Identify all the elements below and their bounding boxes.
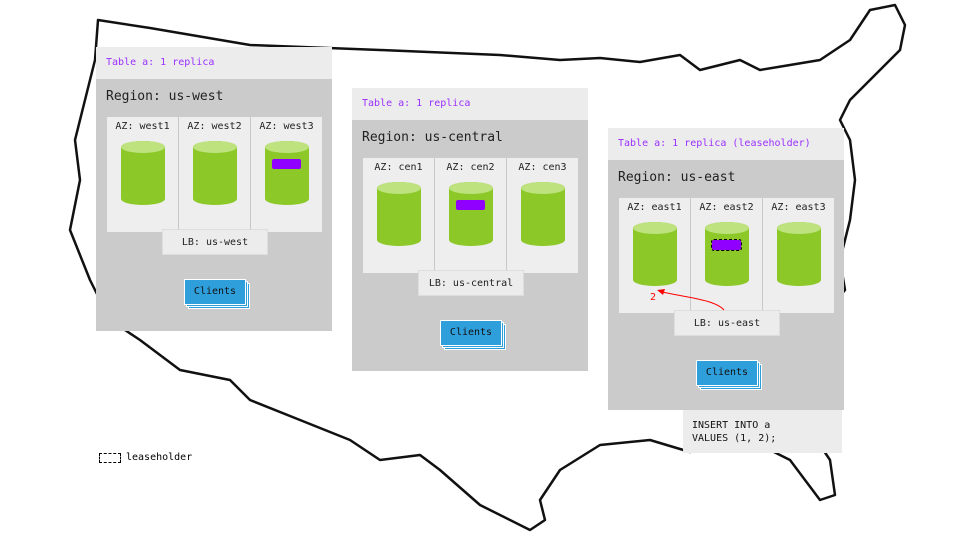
database-node-icon [705,222,749,286]
load-balancer: LB: us-east [674,310,780,336]
clients-stack: Clients [440,320,506,350]
clients-stack: Clients [696,360,762,390]
region-panel-us-west: Table a: 1 replica Region: us-west AZ: w… [96,47,332,331]
arrow-label: 2 [650,292,656,303]
availability-zone: AZ: east3 [763,198,834,313]
database-node-icon [121,141,165,205]
load-balancer: LB: us-west [162,229,268,255]
az-container: AZ: cen1 AZ: cen2 AZ: cen3 [363,158,578,273]
region-body: Region: us-west AZ: west1 AZ: west2 AZ: we… [96,79,332,331]
availability-zone: AZ: west3 [251,117,322,232]
database-node-icon [265,141,309,205]
leaseholder-replica [711,239,742,251]
clients-label: Clients [184,279,246,305]
leaseholder-legend-icon [99,452,121,463]
sql-statement: INSERT INTO a VALUES (1, 2); [683,410,842,453]
az-label: AZ: cen1 [374,162,423,173]
az-label: AZ: east3 [771,202,826,213]
load-balancer: LB: us-central [418,270,524,296]
region-panel-us-central: Table a: 1 replica Region: us-central AZ… [352,88,588,371]
replica [456,200,485,210]
legend: leaseholder [99,452,192,463]
availability-zone: AZ: cen3 [507,158,578,273]
az-label: AZ: cen2 [446,162,495,173]
az-label: AZ: east1 [627,202,682,213]
table-label: Table a: 1 replica [352,88,588,120]
database-node-icon [193,141,237,205]
clients-label: Clients [440,320,502,346]
database-node-icon [449,182,493,246]
availability-zone: AZ: west2 [179,117,251,232]
clients-label: Clients [696,360,758,386]
az-label: AZ: cen3 [518,162,567,173]
availability-zone: AZ: east1 [619,198,691,313]
database-node-icon [377,182,421,246]
database-node-icon [633,222,677,286]
az-label: AZ: west3 [259,121,314,132]
az-label: AZ: east2 [699,202,754,213]
az-container: AZ: east1 AZ: east2 AZ: east3 [619,198,834,313]
database-node-icon [777,222,821,286]
region-panel-us-east: Table a: 1 replica (leaseholder) Region:… [608,128,844,410]
table-label: Table a: 1 replica (leaseholder) [608,128,844,160]
az-label: AZ: west2 [187,121,242,132]
database-node-icon [521,182,565,246]
az-container: AZ: west1 AZ: west2 AZ: west3 [107,117,322,232]
replica [272,159,301,169]
availability-zone: AZ: west1 [107,117,179,232]
region-body: Region: us-east AZ: east1 AZ: east2 AZ: ea… [608,160,844,410]
clients-stack: Clients [184,279,250,309]
region-body: Region: us-central AZ: cen1 AZ: cen2 AZ: c… [352,120,588,371]
table-label: Table a: 1 replica [96,47,332,79]
availability-zone: AZ: cen2 [435,158,507,273]
availability-zone: AZ: cen1 [363,158,435,273]
region-title: Region: us-central [362,130,503,145]
az-label: AZ: west1 [115,121,170,132]
availability-zone: AZ: east2 [691,198,763,313]
region-title: Region: us-east [618,170,736,185]
legend-label: leaseholder [126,452,193,463]
region-title: Region: us-west [106,89,224,104]
